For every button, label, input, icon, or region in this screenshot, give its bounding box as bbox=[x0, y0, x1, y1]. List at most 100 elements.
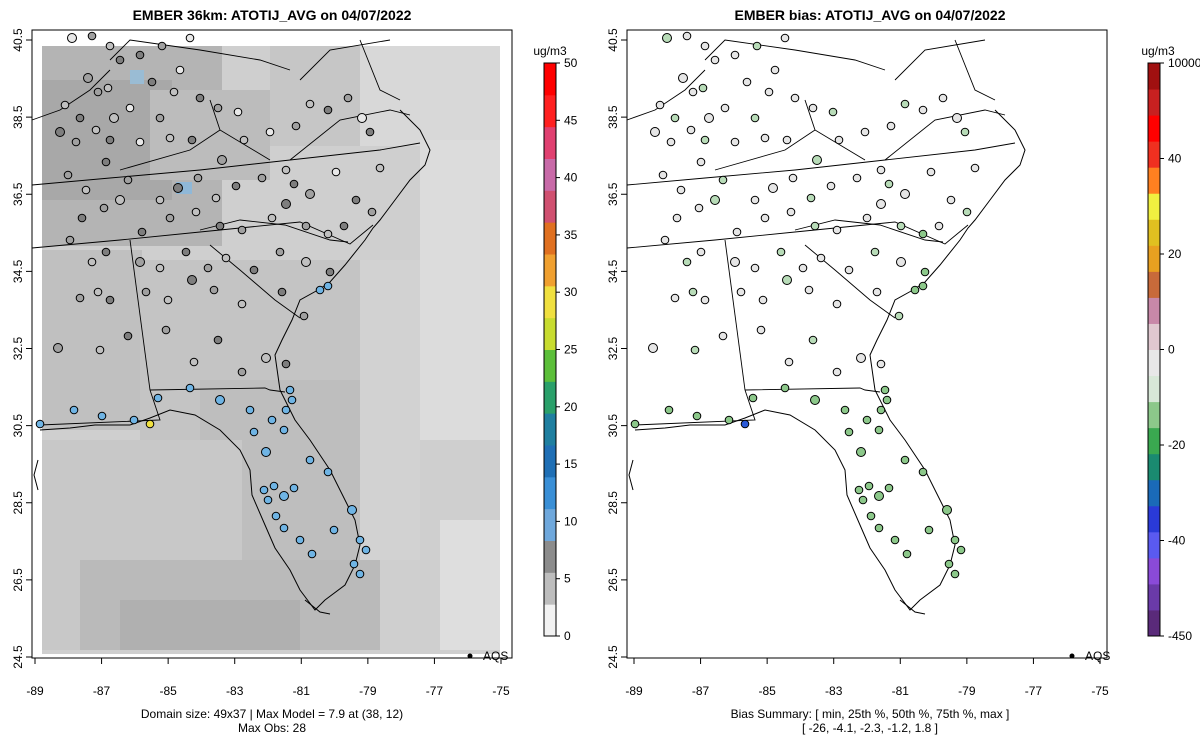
right-y-tick-label: 38.5 bbox=[606, 105, 620, 129]
left-colorbar-label: 40 bbox=[564, 171, 578, 185]
right-site-marker bbox=[658, 170, 668, 180]
left-colorbar-label: 45 bbox=[564, 113, 578, 127]
left-site-marker bbox=[339, 221, 349, 231]
left-site-marker bbox=[55, 127, 65, 137]
right-site-marker bbox=[700, 295, 710, 305]
right-site-marker bbox=[952, 113, 962, 123]
right-x-tick-label: -83 bbox=[825, 684, 843, 698]
right-site-marker bbox=[682, 31, 692, 41]
left-colorbar-band bbox=[544, 63, 556, 96]
right-site-marker bbox=[806, 193, 816, 203]
right-site-marker bbox=[832, 225, 842, 235]
right-site-marker bbox=[886, 121, 896, 131]
right-site-marker bbox=[710, 195, 720, 205]
left-site-marker bbox=[91, 125, 101, 135]
right-site-marker bbox=[672, 213, 682, 223]
right-site-marker bbox=[696, 157, 706, 167]
left-site-marker bbox=[185, 383, 195, 393]
left-site-marker bbox=[109, 113, 119, 123]
right-y-tick-label: 24.5 bbox=[606, 645, 620, 669]
left-site-marker bbox=[237, 367, 247, 377]
right-site-marker bbox=[682, 257, 692, 267]
left-site-marker bbox=[231, 181, 241, 191]
left-colorbar-band bbox=[544, 508, 556, 541]
left-site-marker bbox=[193, 173, 203, 183]
left-site-marker bbox=[93, 87, 103, 97]
left-y-tick-label: 32.5 bbox=[11, 336, 25, 360]
left-site-marker bbox=[213, 103, 223, 113]
right-map: AQS bbox=[626, 30, 1110, 663]
left-y-tick-label: 38.5 bbox=[11, 105, 25, 129]
left-x-axis: -89 -87 -85 -83 -81 -79 -77 -75 bbox=[26, 658, 510, 698]
left-footer-line2: Max Obs: 28 bbox=[238, 721, 306, 735]
left-site-marker bbox=[155, 263, 165, 273]
right-site-marker bbox=[962, 207, 972, 217]
right-colorbar: -450 -40 -20 0 20 40 10000 bbox=[1147, 56, 1200, 643]
left-site-marker bbox=[35, 419, 45, 429]
right-site-marker bbox=[742, 77, 752, 87]
right-colorbar-band bbox=[1148, 297, 1160, 324]
left-site-marker bbox=[189, 357, 199, 367]
right-colorbar-unit: ug/m3 bbox=[1141, 44, 1175, 58]
left-site-marker bbox=[249, 427, 259, 437]
left-site-marker bbox=[147, 77, 157, 87]
right-panel: EMBER bias: ATOTIJ_AVG on 04/07/2022 bbox=[606, 7, 1200, 735]
right-colorbar-band bbox=[1148, 609, 1160, 637]
left-site-marker bbox=[261, 447, 271, 457]
right-site-marker bbox=[730, 137, 740, 147]
right-site-marker bbox=[870, 247, 880, 257]
left-site-marker bbox=[361, 545, 371, 555]
left-x-tick-label: -83 bbox=[226, 684, 244, 698]
left-x-tick-label: -79 bbox=[359, 684, 377, 698]
right-colorbar-label: -40 bbox=[1168, 534, 1186, 548]
right-site-marker bbox=[900, 455, 910, 465]
left-colorbar-band bbox=[544, 540, 556, 573]
left-site-marker bbox=[157, 41, 167, 51]
left-site-marker bbox=[209, 285, 219, 295]
left-site-marker bbox=[285, 385, 295, 395]
left-site-marker bbox=[161, 325, 171, 335]
right-site-marker bbox=[760, 213, 770, 223]
left-colorbar-band bbox=[544, 222, 556, 255]
right-y-tick-label: 30.5 bbox=[606, 414, 620, 438]
left-site-marker bbox=[237, 299, 247, 309]
right-site-marker bbox=[944, 559, 954, 569]
right-site-marker bbox=[924, 525, 934, 535]
left-site-marker bbox=[281, 165, 291, 175]
left-site-marker bbox=[87, 31, 97, 41]
left-site-marker bbox=[305, 189, 315, 199]
right-colorbar-band bbox=[1148, 349, 1160, 377]
left-site-marker bbox=[301, 221, 311, 231]
left-site-marker bbox=[105, 41, 115, 51]
right-site-marker bbox=[664, 405, 674, 415]
right-site-marker bbox=[770, 65, 780, 75]
left-site-marker bbox=[65, 235, 75, 245]
left-site-marker bbox=[115, 195, 125, 205]
right-colorbar-band bbox=[1148, 63, 1160, 90]
left-site-marker bbox=[323, 105, 333, 115]
right-site-marker bbox=[730, 50, 740, 60]
right-site-marker bbox=[700, 41, 710, 51]
left-site-marker bbox=[129, 415, 139, 425]
right-site-marker bbox=[896, 221, 906, 231]
left-site-marker bbox=[137, 227, 147, 237]
right-site-marker bbox=[750, 113, 760, 123]
right-site-marker bbox=[718, 331, 728, 341]
right-site-marker bbox=[720, 103, 730, 113]
right-site-marker bbox=[670, 293, 680, 303]
right-site-marker bbox=[856, 353, 866, 363]
left-site-marker bbox=[281, 405, 291, 415]
right-site-marker bbox=[900, 189, 910, 199]
right-site-marker bbox=[804, 285, 814, 295]
left-site-marker bbox=[135, 257, 145, 267]
right-x-tick-label: -75 bbox=[1091, 684, 1109, 698]
right-colorbar-band bbox=[1148, 115, 1160, 142]
left-colorbar-label: 35 bbox=[564, 228, 578, 242]
left-site-marker bbox=[123, 175, 133, 185]
right-colorbar-band bbox=[1148, 245, 1160, 272]
left-site-marker bbox=[375, 163, 385, 173]
right-site-marker bbox=[860, 127, 870, 137]
right-site-marker bbox=[782, 135, 792, 145]
right-site-marker bbox=[828, 107, 838, 117]
